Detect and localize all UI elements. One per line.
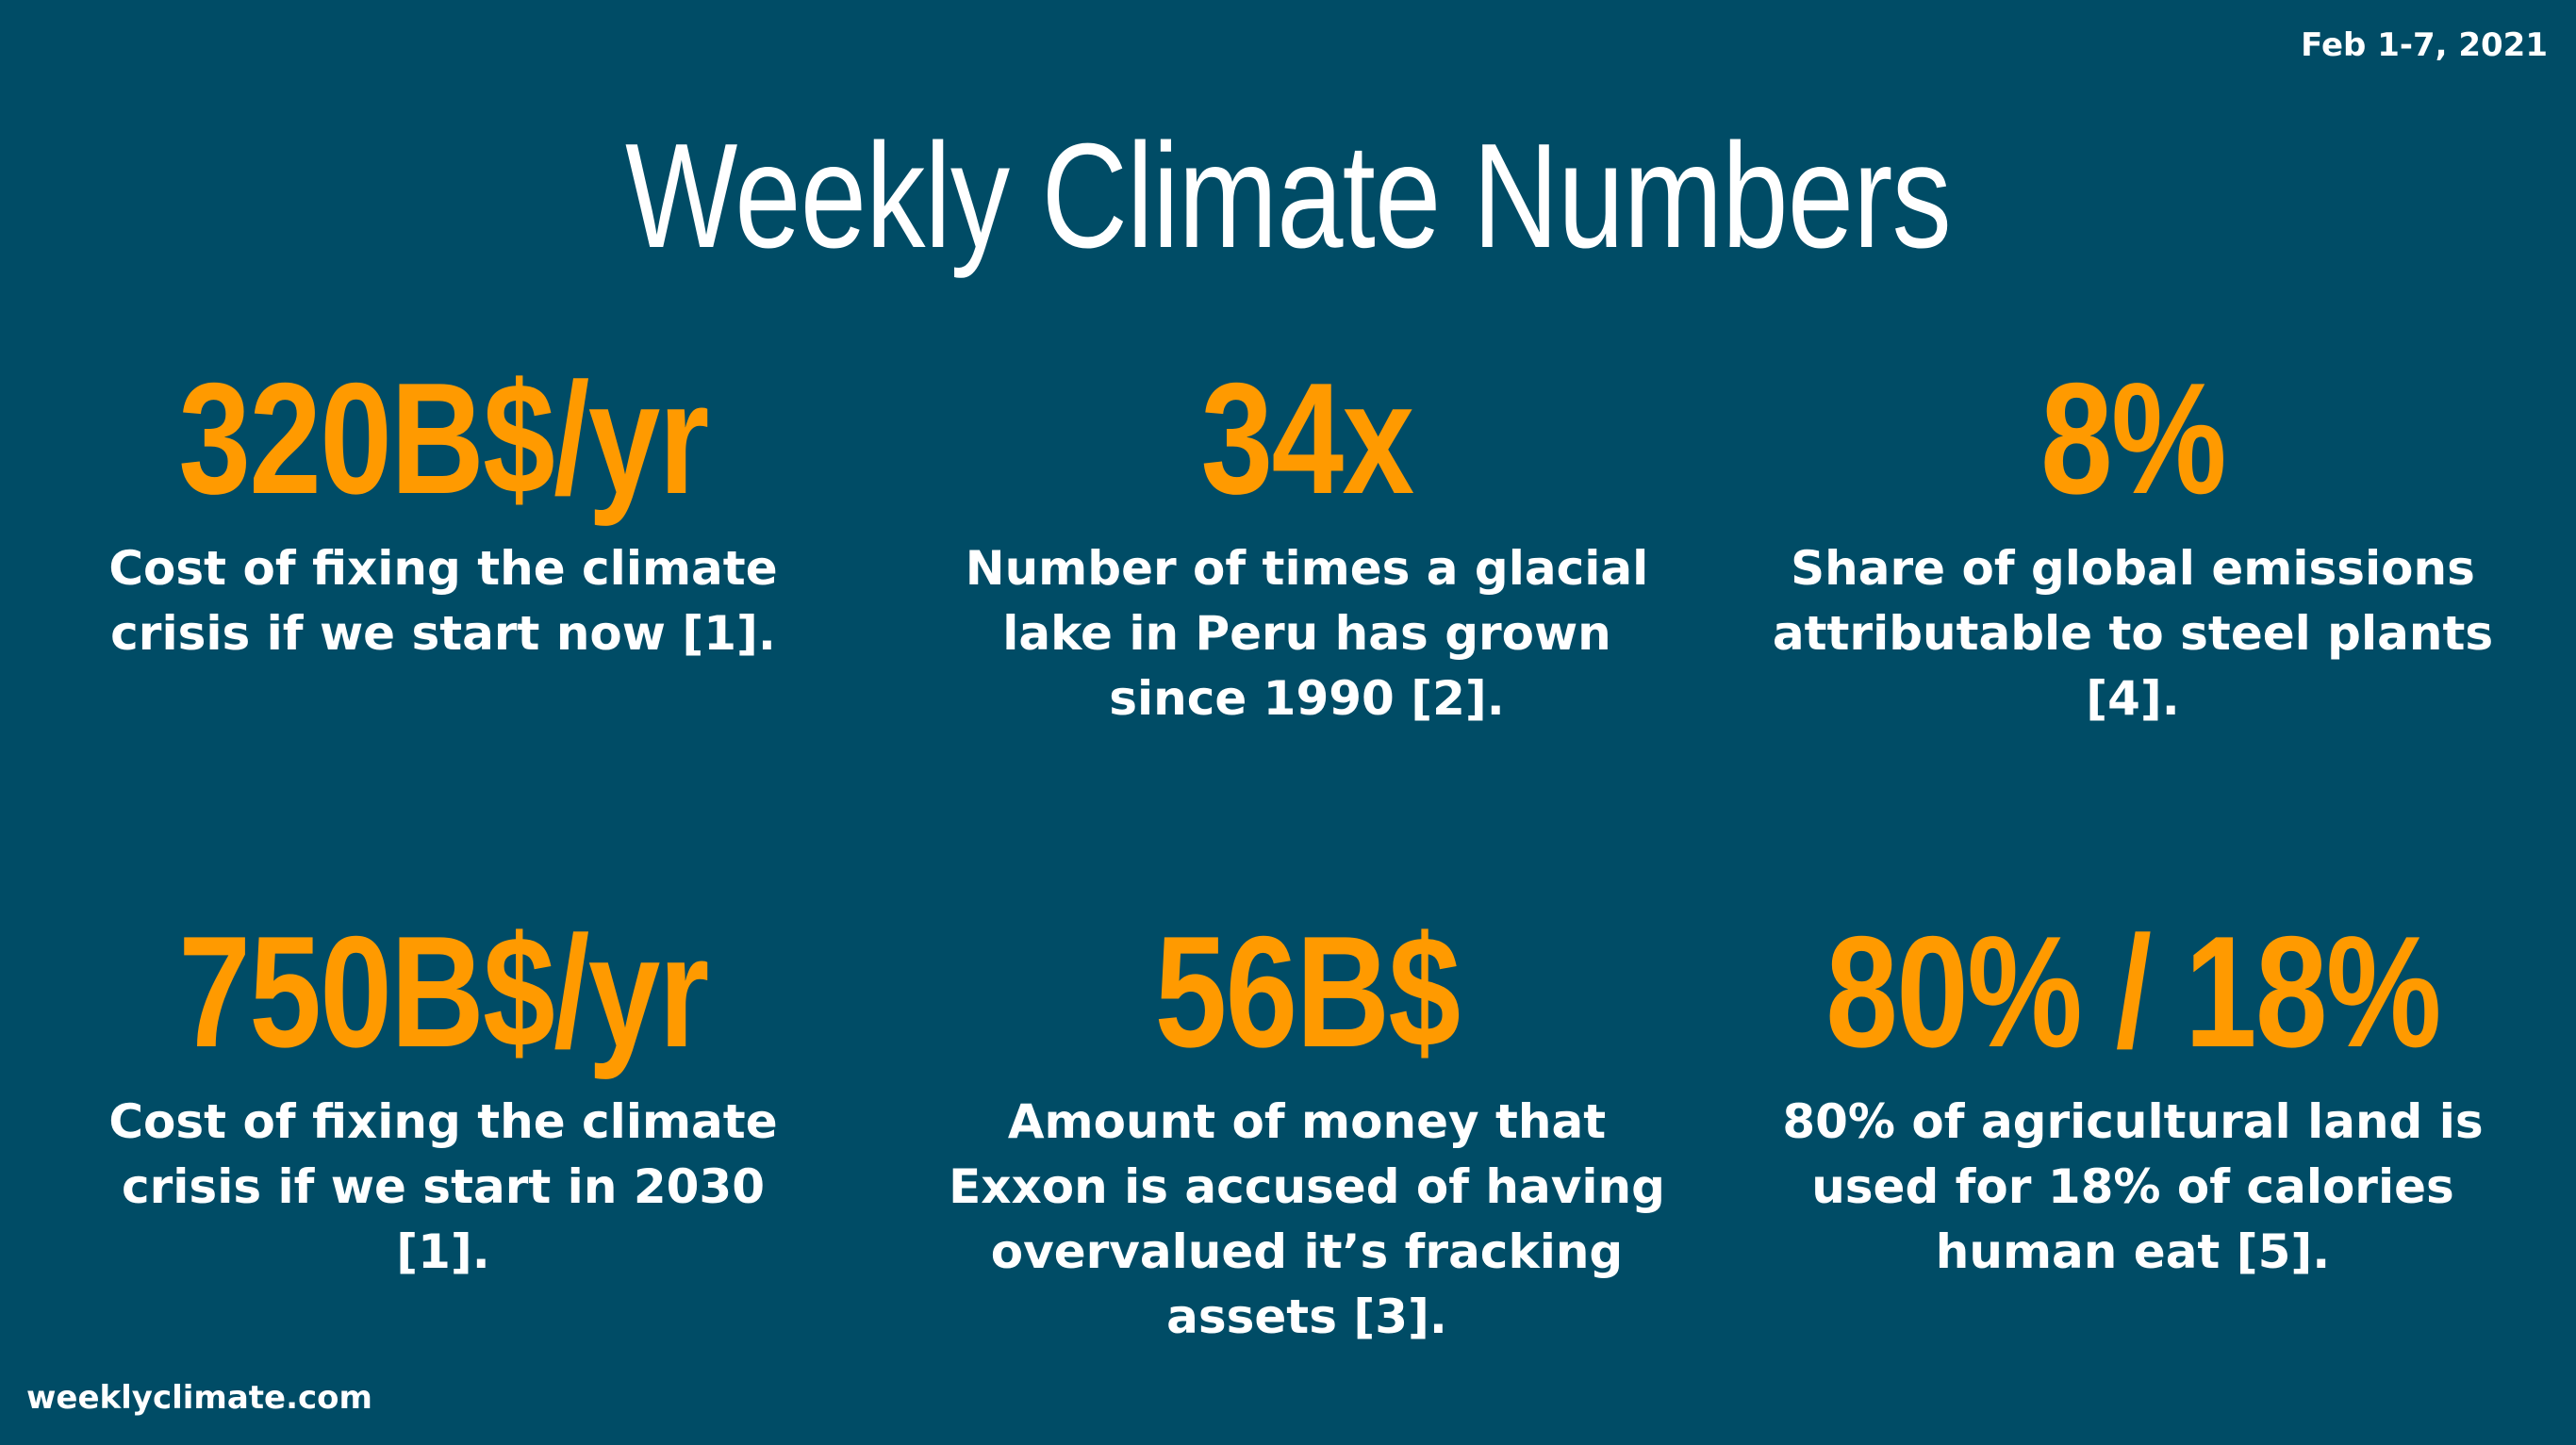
stat-value: 34x [1200, 350, 1415, 527]
page-title: Weekly Climate Numbers [625, 113, 1952, 279]
stat-card: 34x Number of times a glacial lake in Pe… [901, 353, 1712, 731]
stat-description: Share of global emissions attributable t… [1772, 541, 2494, 726]
stat-value: 750B$/yr [178, 903, 709, 1080]
stat-card: 8% Share of global emissions attributabl… [1727, 353, 2538, 731]
stat-description: Cost of fixing the climate crisis if we … [108, 541, 778, 661]
date-range: Feb 1-7, 2021 [2301, 26, 2548, 64]
stat-value: 320B$/yr [178, 350, 709, 527]
stat-value: 56B$ [1154, 903, 1461, 1080]
stat-description: Amount of money that Exxon is accused of… [949, 1094, 1665, 1344]
stat-value: 8% [2040, 350, 2226, 527]
stat-card: 56B$ Amount of money that Exxon is accus… [901, 907, 1712, 1350]
stat-card: 320B$/yr Cost of fixing the climate cris… [38, 353, 849, 666]
stat-description: Cost of fixing the climate crisis if we … [108, 1094, 778, 1279]
stat-card: 80% / 18% 80% of agricultural land is us… [1727, 907, 2538, 1285]
stat-card: 750B$/yr Cost of fixing the climate cris… [38, 907, 849, 1285]
stat-description: 80% of agricultural land is used for 18%… [1782, 1094, 2484, 1279]
website-link[interactable]: weeklyclimate.com [26, 1379, 372, 1417]
stat-description: Number of times a glacial lake in Peru h… [965, 541, 1649, 726]
stat-value: 80% / 18% [1825, 903, 2441, 1080]
